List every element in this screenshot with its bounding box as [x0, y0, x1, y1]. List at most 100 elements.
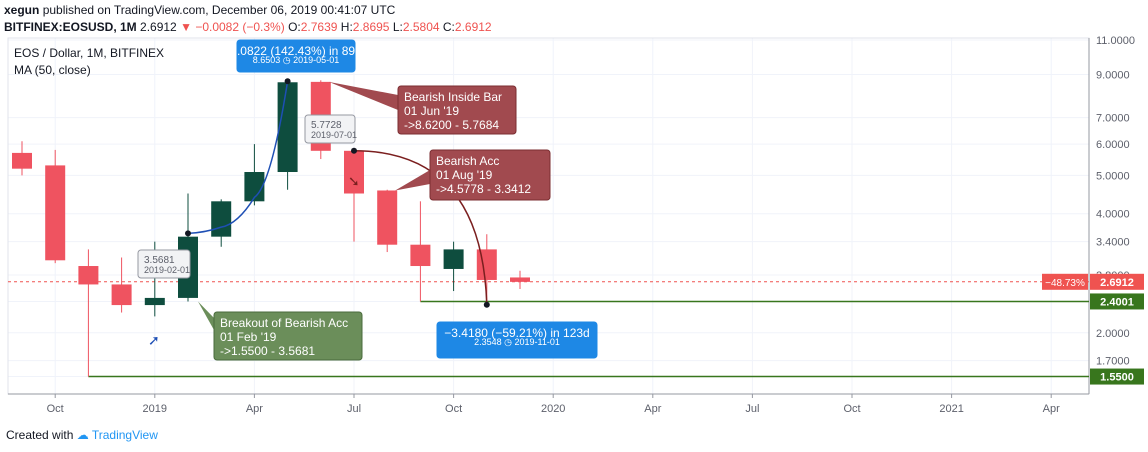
low-label: L: [392, 20, 403, 34]
bearish-acc-pointer [395, 170, 430, 191]
jul-point-label-text: 2019-07-01 [311, 130, 357, 140]
tradingview-logo-icon: ☁ [76, 428, 89, 442]
rise-measure-label-box [236, 39, 356, 73]
anchor-point [483, 301, 490, 308]
candle-body [211, 201, 232, 237]
price-tick-label: 2.0000 [1096, 328, 1130, 340]
breakout-pointer [198, 301, 214, 330]
price-tick-label: 9.0000 [1096, 69, 1130, 81]
price-tick-label: 3.4000 [1096, 237, 1130, 249]
symbol-line: BITFINEX:EOSUSD, 1M 2.6912 ▼ −0.0082 (−0… [4, 20, 492, 34]
inside-bar-callout-box [397, 85, 517, 135]
low-value: 2.5804 [402, 20, 440, 34]
candle-body [111, 284, 132, 306]
feb-point-label-text: 3.5681 [144, 255, 175, 266]
publish-text: published on TradingView.com, December 0… [42, 3, 396, 17]
created-with-text: Created with [6, 428, 74, 442]
time-tick-label: Apr [246, 403, 263, 415]
inside-bar-pointer [328, 81, 398, 110]
candle-body [476, 249, 497, 280]
rocket-down-icon: ➘ [348, 173, 360, 189]
price-tick-label: 4.0000 [1096, 209, 1130, 221]
time-tick-label: Oct [843, 403, 860, 415]
close-value: 2.6912 [454, 20, 492, 34]
time-tick-label: Jul [745, 403, 759, 415]
breakout-callout-box [213, 311, 363, 361]
candle-body [244, 172, 265, 202]
price-level-badge [1090, 368, 1144, 385]
high-label: H: [340, 20, 353, 34]
chart-title: EOS / Dollar, 1M, BITFINEX [14, 46, 164, 60]
candle-body [45, 165, 66, 261]
price-tick-label: 7.0000 [1096, 113, 1130, 125]
jul-point-label-box [304, 114, 356, 144]
price-change: −0.0082 (−0.3%) [195, 20, 285, 34]
price-level-label: 2.6912 [1100, 277, 1134, 289]
breakout-callout-text: 01 Feb '19 [220, 330, 277, 344]
author-name[interactable]: xegun [4, 3, 40, 17]
time-tick-label: Apr [1043, 403, 1060, 415]
time-axis: Oct 2019 Apr Jul Oct 2020 Apr Jul Oct 2021 Apr [47, 394, 1060, 415]
candle-body [410, 244, 431, 267]
breakout-callout-text: Breakout of Bearish Acc [220, 316, 348, 330]
close-label: C: [442, 20, 455, 34]
price-level-badge [1090, 293, 1144, 310]
ma-line [187, 81, 289, 235]
percent-change-label: −48.73% [1045, 278, 1085, 289]
price-axis: 11.0000 9.0000 7.0000 6.0000 5.0000 4.0000 3.4… [1042, 35, 1144, 385]
open-label: O: [288, 20, 301, 34]
price-tick-label: 11.0000 [1096, 35, 1135, 47]
bearish-acc-callout-text: 01 Aug '19 [436, 168, 493, 182]
candle-body [78, 266, 99, 285]
candle-body [277, 82, 298, 173]
price-level-label: 2.4001 [1100, 296, 1134, 308]
feb-point-label-text: 2019-02-01 [144, 265, 190, 275]
price-level-label: 1.5500 [1100, 372, 1134, 384]
fall-measure-label-text: −3.4180 (−59.21%) in 123d [444, 326, 589, 340]
jul-point-label-text: 5.7728 [311, 120, 342, 131]
time-tick-label: 2020 [541, 403, 565, 415]
time-tick-label: Apr [644, 403, 661, 415]
price-tick-label: 6.0000 [1096, 139, 1130, 151]
time-tick-label: Oct [445, 403, 462, 415]
fall-measure-label-text: 2.3548 ◷ 2019-11-01 [474, 337, 560, 347]
rise-measure-label-text: 5.0822 (142.43%) in 89d [230, 44, 361, 58]
anchor-point [185, 230, 191, 237]
anchor-point [284, 78, 291, 85]
rocket-icon: ➚ [148, 332, 160, 348]
inside-bar-callout-text: 01 Jun '19 [404, 104, 459, 118]
candle-body [144, 297, 165, 306]
rise-measure-label-text: 8.6503 ◷ 2019-05-01 [253, 55, 339, 65]
last-price: 2.6912 [140, 20, 177, 34]
anchor-point [351, 147, 357, 154]
bearish-acc-callout-text: Bearish Acc [436, 154, 499, 168]
bearish-acc-callout-box [429, 149, 551, 201]
feb-point-label-box [137, 249, 191, 279]
percent-change-badge [1042, 273, 1088, 290]
bearish-acc-callout-text: ->4.5778 - 3.3412 [436, 182, 531, 196]
candle-body [377, 190, 398, 245]
footer: Created with ☁ TradingView [6, 428, 158, 442]
down-arrow-icon: ▼ [180, 20, 192, 34]
tradingview-link[interactable]: TradingView [91, 428, 158, 442]
price-tick-label: 5.0000 [1096, 170, 1130, 182]
time-tick-label: 2019 [143, 403, 167, 415]
time-tick-label: 2021 [939, 403, 963, 415]
candle-body [443, 249, 464, 269]
breakout-callout-text: ->1.5500 - 3.5681 [220, 344, 315, 358]
open-value: 2.7639 [300, 20, 338, 34]
indicator-label: MA (50, close) [14, 63, 91, 77]
inside-bar-callout-text: ->8.6200 - 5.7684 [404, 118, 499, 132]
inside-bar-callout-text: Bearish Inside Bar [404, 90, 502, 104]
candle-body [12, 152, 32, 169]
candle-body [510, 277, 530, 282]
publish-info: xegun published on TradingView.com, Dece… [4, 3, 395, 17]
price-level-badge [1090, 273, 1144, 290]
